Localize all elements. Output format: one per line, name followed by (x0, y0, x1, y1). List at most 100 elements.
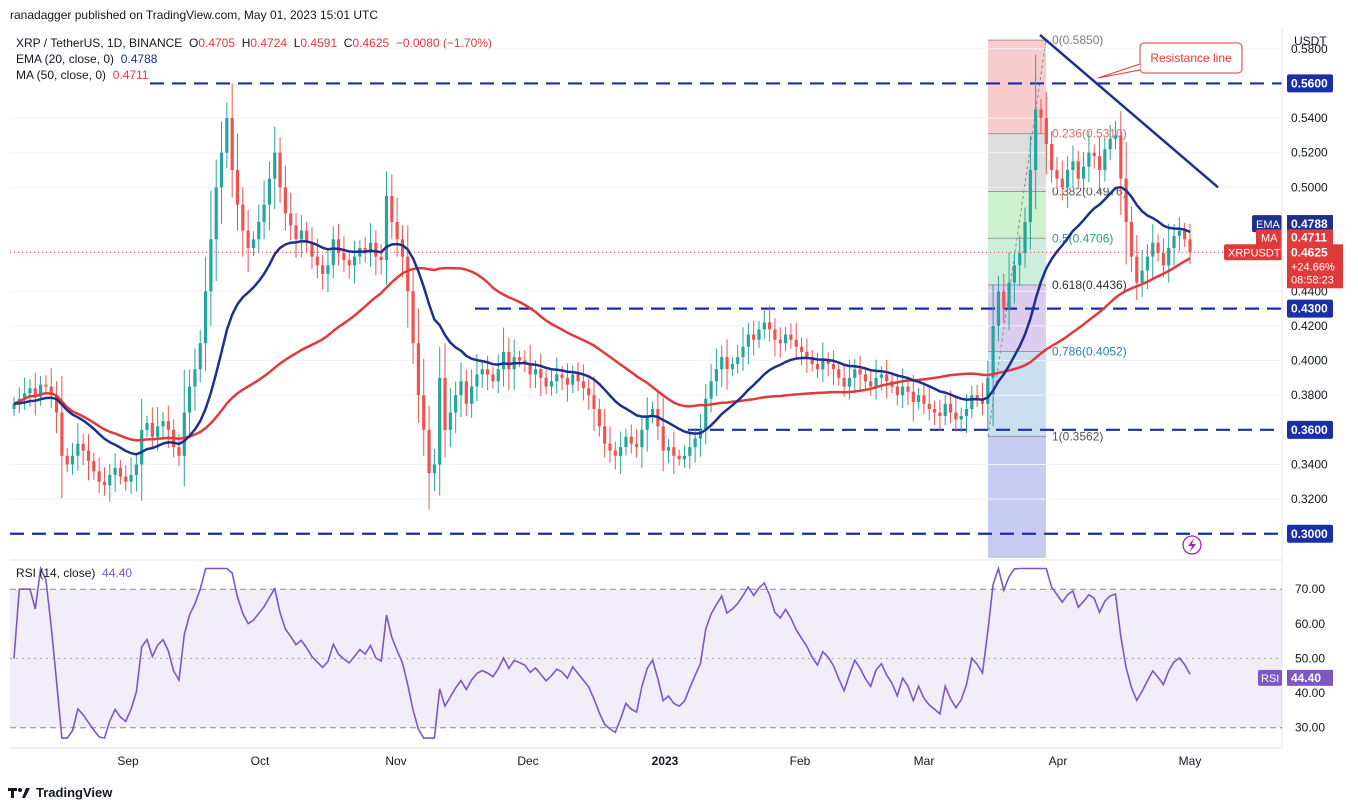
candle-body (395, 221, 399, 240)
candle-body (634, 443, 639, 448)
price-axis-tick: 0.5800 (1291, 42, 1328, 56)
rsi-value-tag (1287, 669, 1333, 686)
candle-body (294, 225, 298, 240)
bar-countdown: 08:58:23 (1291, 274, 1334, 286)
horizontal-levels (10, 82, 1282, 535)
resistance-callout-text: Resistance line (1150, 51, 1232, 65)
candle-body (1050, 144, 1054, 171)
candle-body (1028, 170, 1032, 222)
candle-body (874, 377, 878, 387)
tradingview-footer[interactable]: TradingView (8, 785, 112, 800)
candle-body (565, 377, 570, 385)
candle-body (789, 334, 793, 340)
high-label: H (241, 36, 251, 50)
candle-body (571, 374, 575, 385)
candle-body (587, 388, 591, 396)
ema-label: EMA (20, close, 0) (16, 52, 115, 66)
candle-body (496, 369, 500, 382)
candle-body (773, 329, 777, 340)
candle-body (650, 409, 655, 416)
candle-body (533, 369, 538, 375)
rsi-label: RSI (14, close) (16, 566, 96, 580)
price-axis-tick: 0.4000 (1291, 354, 1328, 368)
level-price-tag-text: 0.3600 (1291, 423, 1328, 437)
candle-body (454, 395, 458, 413)
price-axis-tick: 0.3800 (1291, 388, 1328, 402)
rsi-pane: 70.00 60.00 50.00 40.00 30.00 RSI 44.40 (10, 565, 1333, 740)
candle-body (230, 118, 234, 171)
candle-body (1060, 178, 1064, 188)
candle-body (603, 426, 607, 444)
candle-body (1081, 166, 1086, 179)
fib-extension-zone (988, 436, 1046, 558)
candle-body (54, 395, 59, 413)
candle-body (539, 369, 543, 378)
candle-body (331, 239, 335, 266)
candle-body (1076, 161, 1080, 179)
candle-body (869, 381, 873, 387)
fib-zone (988, 40, 1046, 134)
candle-body (443, 377, 447, 430)
candle-body (762, 322, 766, 330)
low-value: 0.4591 (300, 36, 338, 50)
rsi-axis-tick: 60.00 (1295, 617, 1325, 631)
candle-body (384, 196, 389, 261)
candle-body (922, 395, 926, 404)
candle-body (438, 377, 442, 465)
candle-body (416, 343, 421, 396)
candle-body (917, 395, 921, 403)
fib-zone (988, 351, 1046, 437)
ma-label: MA (50, close, 0) (16, 68, 107, 82)
candle-body (826, 360, 830, 365)
time-axis-tick: Mar (914, 754, 935, 768)
candle-body (113, 467, 117, 475)
alert-lightning-icon (1182, 535, 1202, 555)
axes: USDT0.58000.54000.52000.50000.44000.4200… (10, 28, 1343, 768)
level-price-tag-text: 0.3000 (1291, 527, 1328, 541)
candle-body (948, 403, 953, 413)
candle-body (198, 343, 202, 370)
rsi-axis-tick: 50.00 (1295, 651, 1325, 665)
candle-body (411, 291, 415, 344)
ema-price-tag (1287, 215, 1333, 233)
candle-body (879, 374, 883, 378)
candle-body (209, 239, 213, 292)
candle-body (682, 455, 687, 460)
candle-body (619, 447, 623, 456)
ma-price-tag (1287, 229, 1333, 246)
candle-body (182, 412, 186, 456)
candle-body (725, 357, 729, 370)
last-change-pct: +24.66% (1291, 261, 1335, 273)
candle-body (1145, 256, 1150, 271)
candle-body (1135, 256, 1139, 283)
candle-body (640, 429, 644, 448)
tradingview-logo-icon (8, 787, 30, 798)
candle-body (368, 242, 373, 254)
candle-body (400, 239, 405, 257)
candle-body (991, 325, 995, 378)
candle-body (1087, 152, 1091, 167)
candle-body (347, 260, 351, 266)
open-value: 0.4705 (198, 36, 236, 50)
rsi-value-tag-text: 44.40 (1291, 671, 1321, 685)
candle-body (1097, 156, 1102, 171)
fibonacci-retracement: 0(0.5850)0.236(0.5310)0.382(0.4976)0.5(0… (987, 33, 1127, 558)
candle-body (161, 421, 165, 427)
candle-body (560, 374, 564, 378)
candle-body (326, 265, 330, 274)
candle-body (517, 357, 522, 361)
candle-body (310, 242, 314, 257)
candle-body (831, 364, 836, 370)
time-axis-tick: Oct (251, 754, 270, 768)
candle-body (464, 381, 468, 404)
level-price-tag-text: 0.4300 (1291, 302, 1328, 316)
candle-body (730, 364, 734, 370)
time-axis-tick: Dec (517, 754, 538, 768)
candle-body (970, 395, 974, 410)
candle-body (118, 467, 123, 477)
resistance-trend-line (1039, 33, 1219, 189)
candle-body (1012, 265, 1016, 283)
candle-body (805, 351, 809, 358)
candle-body (150, 422, 154, 437)
